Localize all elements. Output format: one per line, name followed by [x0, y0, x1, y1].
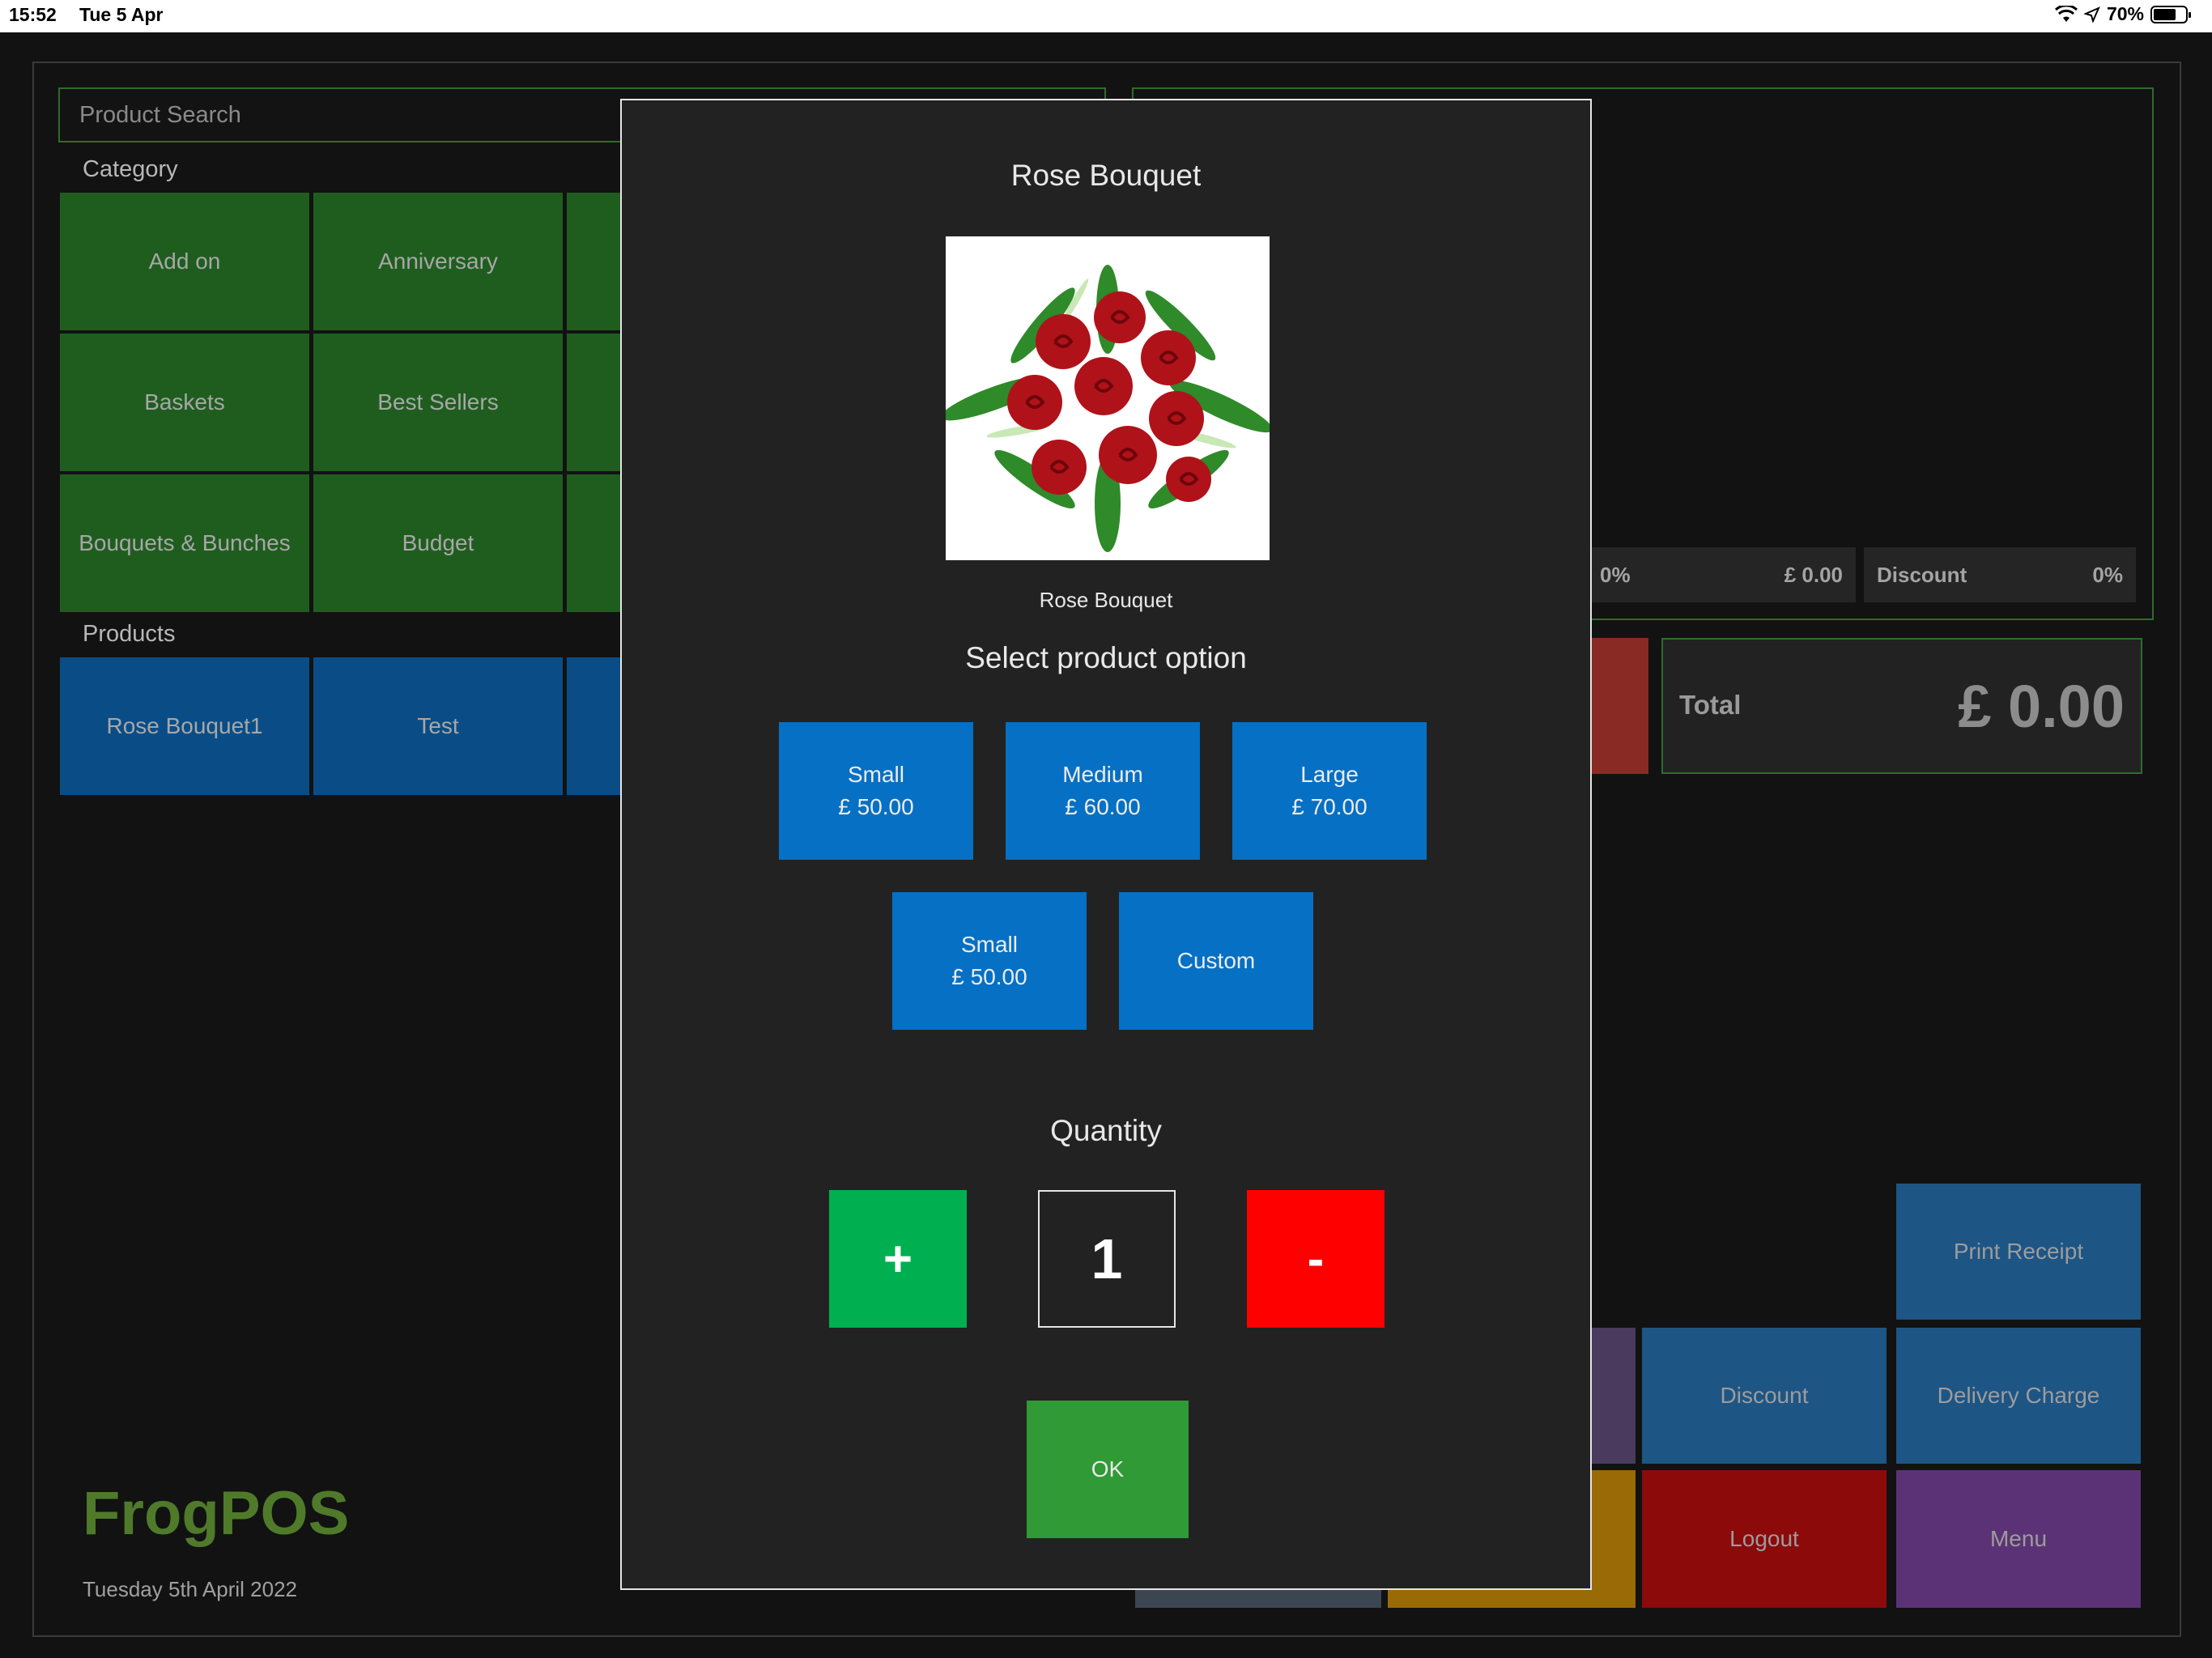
product-tile-test[interactable]: Test	[313, 657, 563, 795]
quantity-plus-button[interactable]: +	[829, 1190, 967, 1328]
tax-percent: 0%	[1600, 562, 1631, 587]
option-name: Medium	[1062, 762, 1143, 787]
category-tile-baskets[interactable]: Baskets	[60, 334, 309, 471]
rose-bouquet-illustration	[941, 236, 1273, 560]
category-tile-bouquets-bunches[interactable]: Bouquets & Bunches	[60, 474, 309, 612]
quantity-value[interactable]: 1	[1038, 1190, 1176, 1328]
ok-button[interactable]: OK	[1027, 1401, 1189, 1538]
status-time: 15:52	[9, 4, 57, 25]
category-tile-partial[interactable]	[567, 193, 623, 330]
category-tile-partial[interactable]	[567, 334, 623, 471]
total-box: Total £ 0.00	[1661, 638, 2142, 774]
option-small-2-button[interactable]: Small £ 50.00	[892, 892, 1087, 1030]
option-large-button[interactable]: Large £ 70.00	[1232, 722, 1427, 860]
discount-summary-label: Discount	[1877, 562, 1967, 587]
option-custom-button[interactable]: Custom	[1119, 892, 1313, 1030]
option-name: Custom	[1176, 948, 1256, 973]
status-right: 70%	[2054, 3, 2191, 25]
battery-icon	[2150, 5, 2191, 23]
dialog-title: Rose Bouquet	[1010, 159, 1202, 192]
option-name: Small	[960, 932, 1018, 957]
battery-percent: 70%	[2106, 3, 2144, 24]
product-option-dialog: Rose Bouquet	[620, 99, 1592, 1590]
option-name: Large	[1300, 762, 1359, 787]
quantity-label: Quantity	[1050, 1114, 1162, 1147]
category-tile-anniversary[interactable]: Anniversary	[313, 193, 563, 330]
product-tile-rose-bouquet1[interactable]: Rose Bouquet1	[60, 657, 309, 795]
option-price: £ 70.00	[1291, 794, 1368, 819]
status-bar: 15:52 Tue 5 Apr 70%	[0, 0, 2212, 32]
discount-summary: Discount 0%	[1864, 547, 2136, 602]
delivery-charge-button[interactable]: Delivery Charge	[1896, 1328, 2141, 1464]
option-medium-button[interactable]: Medium £ 60.00	[1006, 722, 1200, 860]
category-tile-best-sellers[interactable]: Best Sellers	[313, 334, 563, 471]
option-small-button[interactable]: Small £ 50.00	[779, 722, 973, 860]
product-image-caption: Rose Bouquet	[1039, 588, 1173, 612]
option-price: £ 50.00	[951, 964, 1027, 989]
status-date: Tue 5 Apr	[79, 4, 164, 25]
app-frame	[32, 62, 2181, 1637]
discount-button[interactable]: Discount	[1642, 1328, 1887, 1464]
current-date: Tuesday 5th April 2022	[83, 1577, 297, 1601]
wifi-icon	[2054, 5, 2078, 22]
select-option-label: Select product option	[965, 641, 1247, 674]
logout-button[interactable]: Logout	[1642, 1470, 1887, 1608]
option-price: £ 50.00	[838, 794, 914, 819]
option-name: Small	[847, 762, 904, 787]
function-button-partial[interactable]	[1587, 1328, 1636, 1464]
tax-amount: £ 0.00	[1784, 562, 1843, 587]
products-label: Products	[83, 621, 176, 647]
category-tile-budget[interactable]: Budget	[313, 474, 563, 612]
total-label: Total	[1679, 690, 1742, 720]
menu-button[interactable]: Menu	[1896, 1470, 2141, 1608]
brand-logo: FrogPOS	[83, 1479, 350, 1548]
tax-summary: 0% £ 0.00	[1587, 547, 1856, 602]
category-label: Category	[83, 156, 178, 182]
total-value: £ 0.00	[1958, 673, 2125, 740]
discount-summary-value: 0%	[2092, 562, 2123, 587]
category-tile-partial[interactable]	[567, 474, 623, 612]
print-receipt-button[interactable]: Print Receipt	[1896, 1184, 2141, 1320]
category-tile-add-on[interactable]: Add on	[60, 193, 309, 330]
clear-button[interactable]	[1587, 638, 1648, 774]
option-price: £ 60.00	[1065, 794, 1141, 819]
battery-level	[2154, 8, 2176, 20]
product-tile-partial[interactable]	[567, 657, 623, 795]
quantity-minus-button[interactable]: -	[1247, 1190, 1385, 1328]
product-image	[941, 236, 1273, 560]
location-arrow-icon	[2083, 6, 2100, 23]
